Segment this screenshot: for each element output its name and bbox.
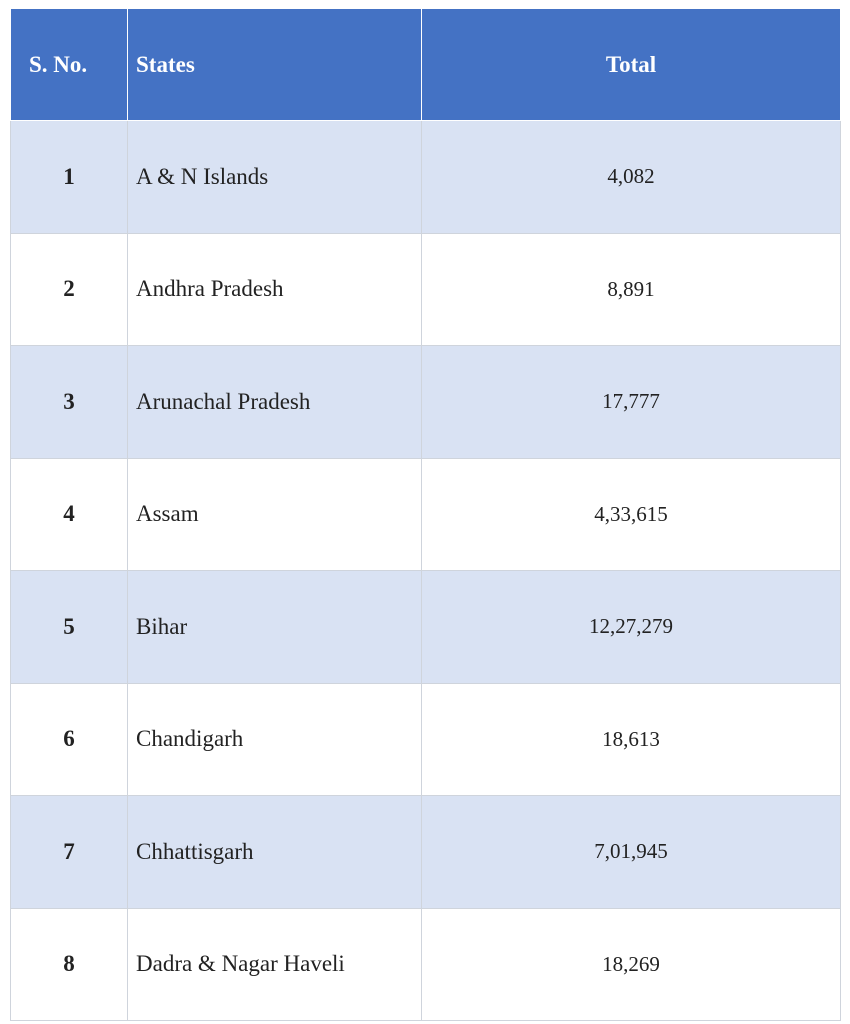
table-cell: 2 (10, 232, 128, 346)
table-row: 6 Chandigarh 18,613 (10, 682, 841, 796)
table-cell: 4,33,615 (421, 457, 841, 571)
header-cell: Total (421, 8, 841, 121)
table-cell: 6 (10, 682, 128, 796)
table-cell: 17,777 (421, 345, 841, 459)
table-cell: 8,891 (421, 232, 841, 346)
table-row: 5 Bihar 12,27,279 (10, 570, 841, 684)
table-cell: 5 (10, 570, 128, 684)
table-row: 3 Arunachal Pradesh 17,777 (10, 345, 841, 459)
table-cell: 12,27,279 (421, 570, 841, 684)
header-row: S. No. States Total (10, 8, 841, 121)
table-cell: 7 (10, 795, 128, 909)
table-cell: A & N Islands (127, 120, 422, 234)
table-cell: 18,269 (421, 907, 841, 1021)
table-cell: Chandigarh (127, 682, 422, 796)
table-cell: Arunachal Pradesh (127, 345, 422, 459)
table-cell: Bihar (127, 570, 422, 684)
table-cell: 1 (10, 120, 128, 234)
header-cell: States (127, 8, 422, 121)
table-cell: Andhra Pradesh (127, 232, 422, 346)
table-row: 4 Assam 4,33,615 (10, 457, 841, 571)
table-cell: 4 (10, 457, 128, 571)
table-cell: Dadra & Nagar Haveli (127, 907, 422, 1021)
table-row: 2 Andhra Pradesh 8,891 (10, 232, 841, 346)
table-cell: 18,613 (421, 682, 841, 796)
header-cell: S. No. (10, 8, 128, 121)
table-cell: 3 (10, 345, 128, 459)
table-row: 8 Dadra & Nagar Haveli 18,269 (10, 907, 841, 1021)
table-cell: Assam (127, 457, 422, 571)
table-cell: 4,082 (421, 120, 841, 234)
table-cell: 8 (10, 907, 128, 1021)
table-cell: 7,01,945 (421, 795, 841, 909)
table-cell: Chhattisgarh (127, 795, 422, 909)
table-row: 7 Chhattisgarh 7,01,945 (10, 795, 841, 909)
